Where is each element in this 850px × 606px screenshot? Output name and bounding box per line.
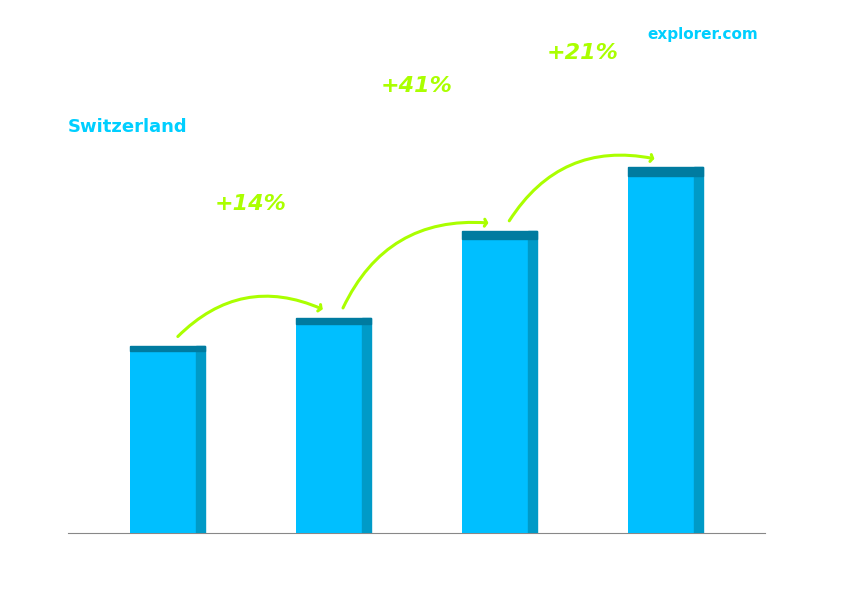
Bar — [462, 231, 537, 239]
Text: 120,000 CHF: 120,000 CHF — [120, 321, 215, 335]
Text: salary: salary — [612, 27, 665, 42]
Bar — [296, 318, 371, 324]
Text: Average Yearly Salary: Average Yearly Salary — [824, 242, 834, 364]
Bar — [628, 167, 703, 533]
Text: 194,000 CHF: 194,000 CHF — [452, 205, 547, 220]
Text: Building Sales Manager: Building Sales Manager — [68, 88, 297, 107]
Text: Switzerland: Switzerland — [68, 118, 188, 136]
Bar — [753, 36, 777, 79]
Bar — [362, 318, 371, 533]
Bar — [528, 231, 537, 533]
Bar — [130, 346, 205, 351]
Text: Salary Comparison By Education: Salary Comparison By Education — [68, 48, 551, 75]
Bar — [130, 346, 205, 533]
Text: explorer.com: explorer.com — [648, 27, 758, 42]
Bar — [462, 231, 537, 533]
Bar — [742, 47, 788, 68]
Bar — [296, 318, 371, 533]
Bar — [628, 167, 703, 176]
Bar — [196, 346, 205, 533]
Text: +41%: +41% — [381, 76, 452, 96]
Text: +21%: +21% — [547, 42, 619, 62]
Bar — [694, 167, 703, 533]
Text: 235,000 CHF: 235,000 CHF — [618, 141, 712, 156]
Text: +14%: +14% — [214, 194, 286, 214]
Text: 138,000 CHF: 138,000 CHF — [286, 292, 381, 307]
